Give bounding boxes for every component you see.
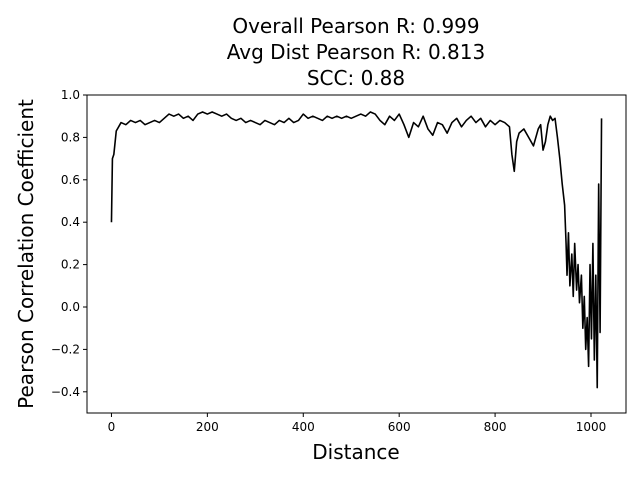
chart-title: Overall Pearson R: 0.999 (232, 14, 479, 38)
x-tick-label: 0 (108, 420, 116, 434)
y-tick-label: 0.8 (61, 130, 80, 144)
y-tick-label: 1.0 (61, 88, 80, 102)
x-tick-label: 800 (484, 420, 507, 434)
x-axis-label: Distance (312, 440, 399, 464)
chart-title: Avg Dist Pearson R: 0.813 (227, 40, 485, 64)
y-tick-label: 0.2 (61, 258, 80, 272)
plot-frame (86, 94, 627, 414)
x-tick-label: 600 (388, 420, 411, 434)
y-tick-label: 0.6 (61, 173, 80, 187)
data-line (110, 111, 603, 389)
chart-title: SCC: 0.88 (307, 66, 405, 90)
y-tick-label: 0.4 (61, 215, 80, 229)
y-tick-label: −0.4 (51, 385, 80, 399)
x-tick-label: 200 (196, 420, 219, 434)
y-axis-label: Pearson Correlation Coefficient (14, 99, 38, 409)
x-tick-label: 400 (292, 420, 315, 434)
x-tick-label: 1000 (576, 420, 607, 434)
y-tick-label: −0.2 (51, 342, 80, 356)
y-tick-label: 0.0 (61, 300, 80, 314)
